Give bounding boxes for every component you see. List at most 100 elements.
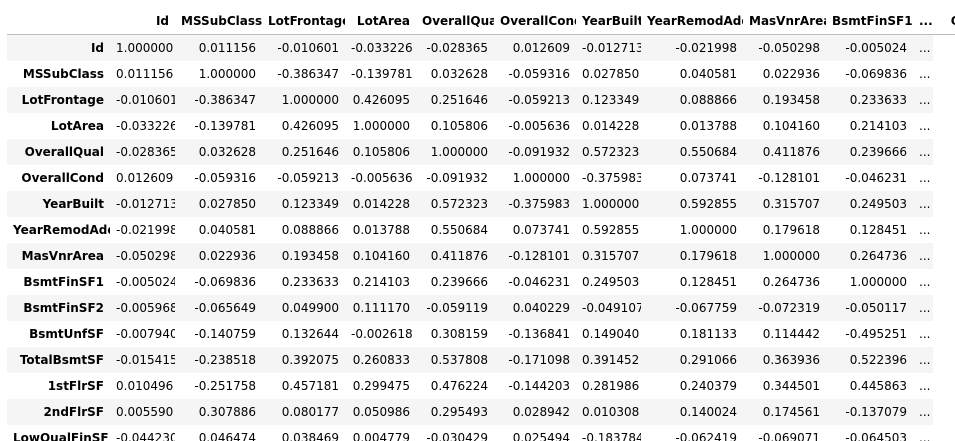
row-label: 1stFlrSF	[47, 379, 104, 393]
table-row: YearBuilt -0.012713 0.027850 0.123349 0.0142…	[7, 191, 955, 217]
cell: 0.013788	[679, 119, 737, 133]
cell: 0.010308	[582, 405, 640, 419]
row-label: BsmtFinSF2	[23, 301, 104, 315]
table-row: LowQualFinSF -0.044230 0.046474 0.038469 0.0…	[7, 425, 955, 441]
cell: 0.295493	[430, 405, 488, 419]
cell: -0.375983	[582, 171, 641, 185]
column-header: YearBuilt	[576, 8, 641, 35]
cell: 0.240379	[679, 379, 737, 393]
cell: 0.411876	[430, 249, 488, 263]
cell: -0.069071	[758, 431, 820, 441]
cell: -0.050298	[116, 249, 175, 263]
cell: 0.363936	[762, 353, 820, 367]
cell: 0.049900	[281, 301, 339, 315]
cell: 0.140024	[679, 405, 737, 419]
cell: -0.005636	[351, 171, 413, 185]
cell: 0.012609	[116, 171, 174, 185]
cell: -0.128101	[758, 171, 820, 185]
cell: 0.111170	[352, 301, 410, 315]
row-label: LowQualFinSF	[13, 431, 109, 441]
cell: 0.550684	[430, 223, 488, 237]
row-label: MasVnrArea	[21, 249, 104, 263]
row-label: LotFrontage	[21, 93, 104, 107]
cell: 0.291066	[679, 353, 737, 367]
cell: ...	[919, 405, 931, 419]
cell: ...	[919, 67, 931, 81]
cell: 1.000000	[849, 275, 907, 289]
cell: 0.123349	[281, 197, 339, 211]
cell: -0.010601	[116, 93, 175, 107]
cell: 0.032628	[198, 145, 256, 159]
row-label: OverallQual	[24, 145, 104, 159]
cell: 0.260833	[352, 353, 410, 367]
cell: ...	[919, 379, 931, 393]
cell: 0.264736	[849, 249, 907, 263]
cell: ...	[919, 119, 931, 133]
cell: 0.572323	[582, 145, 640, 159]
row-label: BsmtUnfSF	[29, 327, 104, 341]
cell: 0.193458	[281, 249, 339, 263]
table-row: LotFrontage -0.010601 -0.386347 1.000000 0.4…	[7, 87, 955, 113]
cell: -0.028365	[426, 41, 488, 55]
cell: ...	[919, 301, 931, 315]
cell: -0.091932	[426, 171, 488, 185]
cell: 0.315707	[582, 249, 640, 263]
cell: -0.251758	[194, 379, 256, 393]
cell: 0.011156	[116, 67, 174, 81]
cell: -0.128101	[508, 249, 570, 263]
column-header: MasVnrArea	[743, 8, 826, 35]
cell: -0.021998	[675, 41, 737, 55]
cell: -0.015415	[116, 353, 175, 367]
cell: -0.183784	[582, 431, 641, 441]
cell: 1.000000	[352, 119, 410, 133]
row-label: Id	[90, 41, 104, 55]
cell: 0.299475	[352, 379, 410, 393]
cell: 0.426095	[281, 119, 339, 133]
cell: 0.025494	[512, 431, 570, 441]
table-row: OverallCond 0.012609 -0.059316 -0.059213 -0.…	[7, 165, 955, 191]
cell: 0.174561	[762, 405, 820, 419]
cell: -0.139781	[194, 119, 256, 133]
cell: -0.012713	[582, 41, 641, 55]
cell: -0.137079	[845, 405, 907, 419]
cell: -0.046231	[845, 171, 907, 185]
cell: -0.136841	[508, 327, 570, 341]
table-row: TotalBsmtSF -0.015415 -0.238518 0.392075 0.2…	[7, 347, 955, 373]
cell: ...	[919, 197, 931, 211]
column-header: ...	[913, 8, 933, 35]
cell: 0.040581	[679, 67, 737, 81]
cell: -0.007940	[116, 327, 175, 341]
row-label: BsmtFinSF1	[23, 275, 104, 289]
cell: ...	[919, 327, 931, 341]
cell: 0.027850	[198, 197, 256, 211]
cell: 0.249503	[582, 275, 640, 289]
cell: -0.171098	[508, 353, 570, 367]
cell: 1.000000	[116, 41, 174, 55]
cell: -0.064503	[845, 431, 907, 441]
cell: 0.249503	[849, 197, 907, 211]
cell: 0.307886	[198, 405, 256, 419]
cell: 0.022936	[762, 67, 820, 81]
cell: -0.033226	[351, 41, 413, 55]
row-label: YearRemodAdd	[13, 223, 110, 237]
cell: 0.088866	[679, 93, 737, 107]
cell: -0.091932	[508, 145, 570, 159]
table-row: BsmtUnfSF -0.007940 -0.140759 0.132644 -0.00…	[7, 321, 955, 347]
cell: 0.114442	[762, 327, 820, 341]
corner-cell	[7, 8, 110, 35]
cell: ...	[919, 353, 931, 367]
cell: 1.000000	[198, 67, 256, 81]
cell: 0.214103	[849, 119, 907, 133]
cell: -0.002618	[351, 327, 413, 341]
cell: 0.392075	[281, 353, 339, 367]
cell: 0.264736	[762, 275, 820, 289]
cell: -0.005024	[116, 275, 175, 289]
cell: -0.062419	[675, 431, 737, 441]
cell: -0.059213	[277, 171, 339, 185]
cell: 0.050986	[352, 405, 410, 419]
cell: -0.033226	[116, 119, 175, 133]
cell: 0.010496	[116, 379, 174, 393]
cell: -0.059213	[508, 93, 570, 107]
cell: ...	[919, 223, 931, 237]
table-row: LotArea -0.033226 -0.139781 0.426095 1.00000…	[7, 113, 955, 139]
